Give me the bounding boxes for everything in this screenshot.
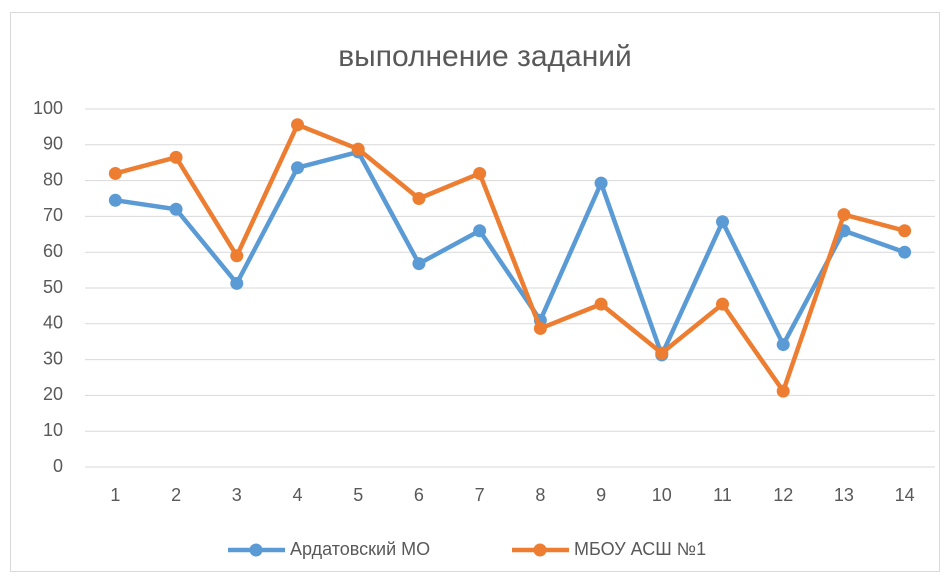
x-tick-label: 1	[110, 485, 120, 505]
series-marker	[473, 224, 487, 238]
y-tick-label: 50	[43, 277, 63, 297]
chart-title: выполнение заданий	[338, 40, 632, 73]
x-tick-label: 14	[895, 485, 915, 505]
x-tick-label: 11	[713, 485, 732, 505]
series-marker	[108, 193, 122, 207]
y-tick-label: 30	[43, 348, 63, 368]
series-marker	[291, 161, 304, 175]
series-marker	[169, 150, 183, 164]
series-marker	[776, 384, 790, 398]
legend-marker	[249, 543, 263, 557]
x-tick-label: 5	[353, 485, 363, 505]
legend-label: МБОУ АСШ №1	[574, 539, 706, 559]
y-tick-label: 100	[33, 98, 63, 118]
series-line	[114, 122, 906, 394]
series-marker	[108, 166, 122, 180]
series-marker	[594, 297, 608, 311]
series-marker	[776, 338, 790, 352]
x-tick-label: 12	[773, 485, 793, 505]
x-tick-label: 6	[414, 485, 424, 505]
x-tick-label: 7	[475, 485, 485, 505]
y-tick-label: 20	[43, 384, 63, 404]
series-marker	[291, 118, 304, 132]
legend-marker	[533, 543, 547, 557]
y-tick-label: 60	[43, 241, 63, 261]
chart-frame	[10, 12, 940, 572]
y-tick-label: 90	[43, 134, 63, 154]
y-tick-label: 0	[53, 456, 63, 476]
series-marker	[837, 208, 851, 222]
series-marker	[412, 257, 426, 271]
series-marker	[169, 202, 183, 216]
series-marker	[898, 245, 912, 259]
x-tick-label: 13	[834, 485, 854, 505]
y-tick-label: 10	[43, 420, 63, 440]
series-marker	[473, 166, 487, 180]
y-tick-label: 40	[43, 313, 63, 333]
legend-label: Ардатовский МО	[290, 539, 430, 559]
x-tick-label: 3	[232, 485, 242, 505]
x-tick-label: 10	[652, 485, 672, 505]
x-tick-label: 9	[596, 485, 606, 505]
series-marker	[230, 276, 244, 290]
series-marker	[533, 321, 547, 335]
series-marker	[594, 176, 608, 190]
series-marker	[412, 192, 426, 205]
series-marker	[351, 142, 365, 156]
x-tick-label: 4	[292, 485, 302, 505]
x-tick-label: 2	[171, 485, 181, 505]
series-marker	[716, 297, 729, 311]
series-line	[115, 149, 906, 358]
y-tick-label: 70	[43, 205, 63, 225]
series-marker	[716, 215, 729, 229]
y-tick-label: 80	[43, 169, 63, 189]
series-marker	[898, 224, 912, 238]
x-tick-label: 8	[535, 485, 545, 505]
series-marker	[230, 249, 244, 263]
series-marker	[655, 346, 669, 360]
